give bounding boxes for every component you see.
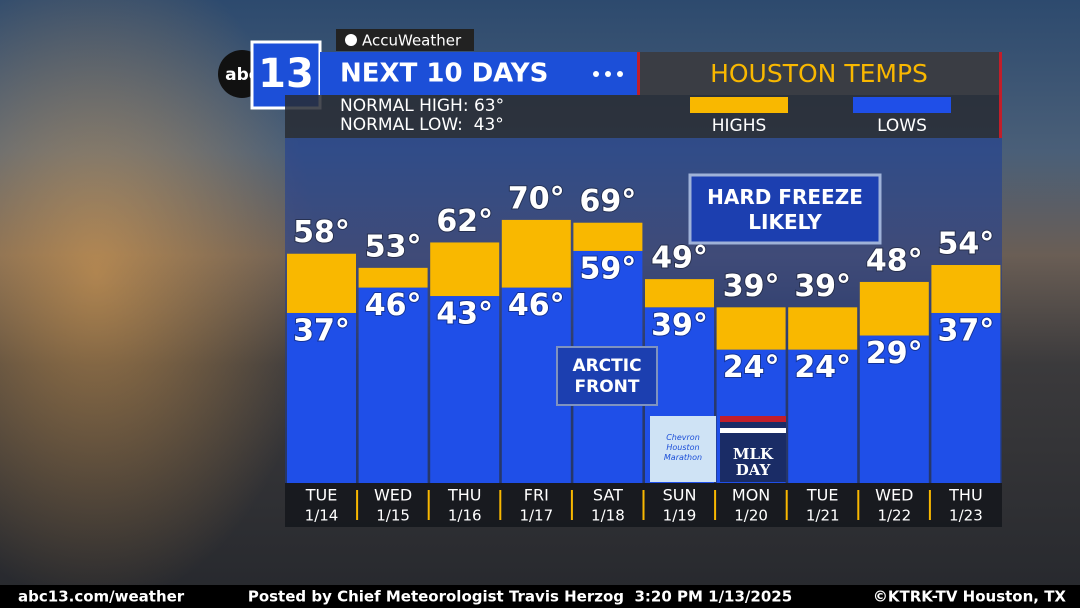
high-bar — [859, 281, 929, 336]
high-label: 39° — [794, 269, 851, 304]
legend-swatch — [690, 97, 788, 113]
annotation-box — [556, 346, 658, 406]
sponsor: AccuWeather — [362, 32, 462, 50]
date-label: 1/14 — [305, 507, 339, 525]
logo-13: 13 — [258, 51, 314, 97]
date-label: 1/17 — [519, 507, 553, 525]
title: NEXT 10 DAYS — [340, 59, 548, 89]
high-label: 53° — [365, 229, 422, 264]
event-icon — [720, 416, 786, 482]
x-tick-label: SUN — [663, 486, 697, 505]
x-tick-label: MON — [732, 486, 770, 505]
high-label: 58° — [293, 215, 350, 250]
date-label: 1/23 — [949, 507, 983, 525]
high-bar — [645, 279, 714, 308]
x-tick-label: WED — [374, 486, 412, 505]
low-bar — [430, 296, 500, 483]
normal-high: NORMAL HIGH: 63° — [340, 96, 504, 116]
normal-low: NORMAL LOW: 43° — [340, 115, 504, 135]
high-bar — [573, 222, 643, 251]
event: MLK DAY — [733, 445, 774, 479]
sponsor-icon — [345, 34, 357, 46]
x-tick-label: TUE — [806, 486, 839, 505]
accent — [999, 52, 1002, 138]
high-bar — [287, 253, 356, 313]
high-label: 39° — [723, 269, 780, 304]
low-bar — [287, 312, 356, 483]
dots — [593, 71, 623, 77]
low-label: 37° — [293, 313, 350, 348]
high-label: 48° — [866, 243, 923, 278]
date-label: 1/20 — [734, 507, 768, 525]
low-label: 24° — [723, 350, 780, 385]
low-label: 39° — [651, 308, 708, 343]
date-label: 1/19 — [663, 507, 697, 525]
location: HOUSTON TEMPS — [710, 59, 928, 88]
low-label: 24° — [794, 350, 851, 385]
annotation: ARCTIC FRONT — [572, 356, 641, 397]
low-label: 37° — [938, 313, 995, 348]
x-tick-label: THU — [447, 486, 482, 505]
high-bar — [716, 307, 786, 350]
high-bar — [358, 267, 428, 288]
title-bar — [320, 52, 637, 95]
x-tick-label: TUE — [305, 486, 338, 505]
sponsor-box — [336, 29, 474, 51]
low-label: 59° — [580, 251, 637, 286]
low-bar — [931, 312, 1001, 483]
high-label: 49° — [651, 241, 708, 276]
logo-abc: abc — [225, 65, 259, 85]
event-icon — [650, 416, 716, 482]
legend-label: LOWS — [877, 116, 927, 136]
date-label: 1/22 — [877, 507, 911, 525]
footer-bar — [0, 585, 1080, 608]
accent — [637, 52, 640, 95]
high-bar — [430, 242, 500, 297]
low-bar — [358, 287, 428, 483]
low-label: 46° — [508, 288, 565, 323]
high-bar — [788, 307, 858, 350]
low-label: 29° — [866, 336, 923, 371]
low-label: 46° — [365, 288, 422, 323]
date-label: 1/21 — [806, 507, 840, 525]
high-label: 70° — [508, 181, 565, 216]
annotation-box — [688, 173, 882, 245]
date-label: 1/15 — [376, 507, 410, 525]
low-bar — [788, 349, 858, 483]
high-label: 69° — [580, 184, 637, 219]
x-tick-label: SAT — [593, 486, 623, 505]
footer-center: Posted by Chief Meteorologist Travis Her… — [248, 588, 792, 606]
footer-right: ©KTRK-TV Houston, TX — [873, 588, 1067, 606]
low-label: 43° — [436, 297, 493, 332]
low-bar — [859, 335, 929, 483]
high-label: 62° — [436, 204, 493, 239]
flag-stripe — [720, 428, 786, 433]
date-label: 1/18 — [591, 507, 625, 525]
x-tick-label: FRI — [524, 486, 549, 505]
x-tick-label: WED — [875, 486, 913, 505]
annotation: HARD FREEZE LIKELY — [707, 185, 863, 234]
x-tick-label: THU — [948, 486, 983, 505]
high-bar — [931, 265, 1001, 313]
high-bar — [501, 219, 571, 288]
flag-stripe — [720, 416, 786, 422]
location-bar — [637, 52, 1002, 95]
date-label: 1/16 — [448, 507, 482, 525]
legend-swatch — [853, 97, 951, 113]
event: Chevron Houston Marathon — [664, 433, 702, 462]
high-label: 54° — [938, 227, 995, 262]
footer-left: abc13.com/weather — [18, 588, 185, 606]
legend-label: HIGHS — [712, 116, 767, 136]
